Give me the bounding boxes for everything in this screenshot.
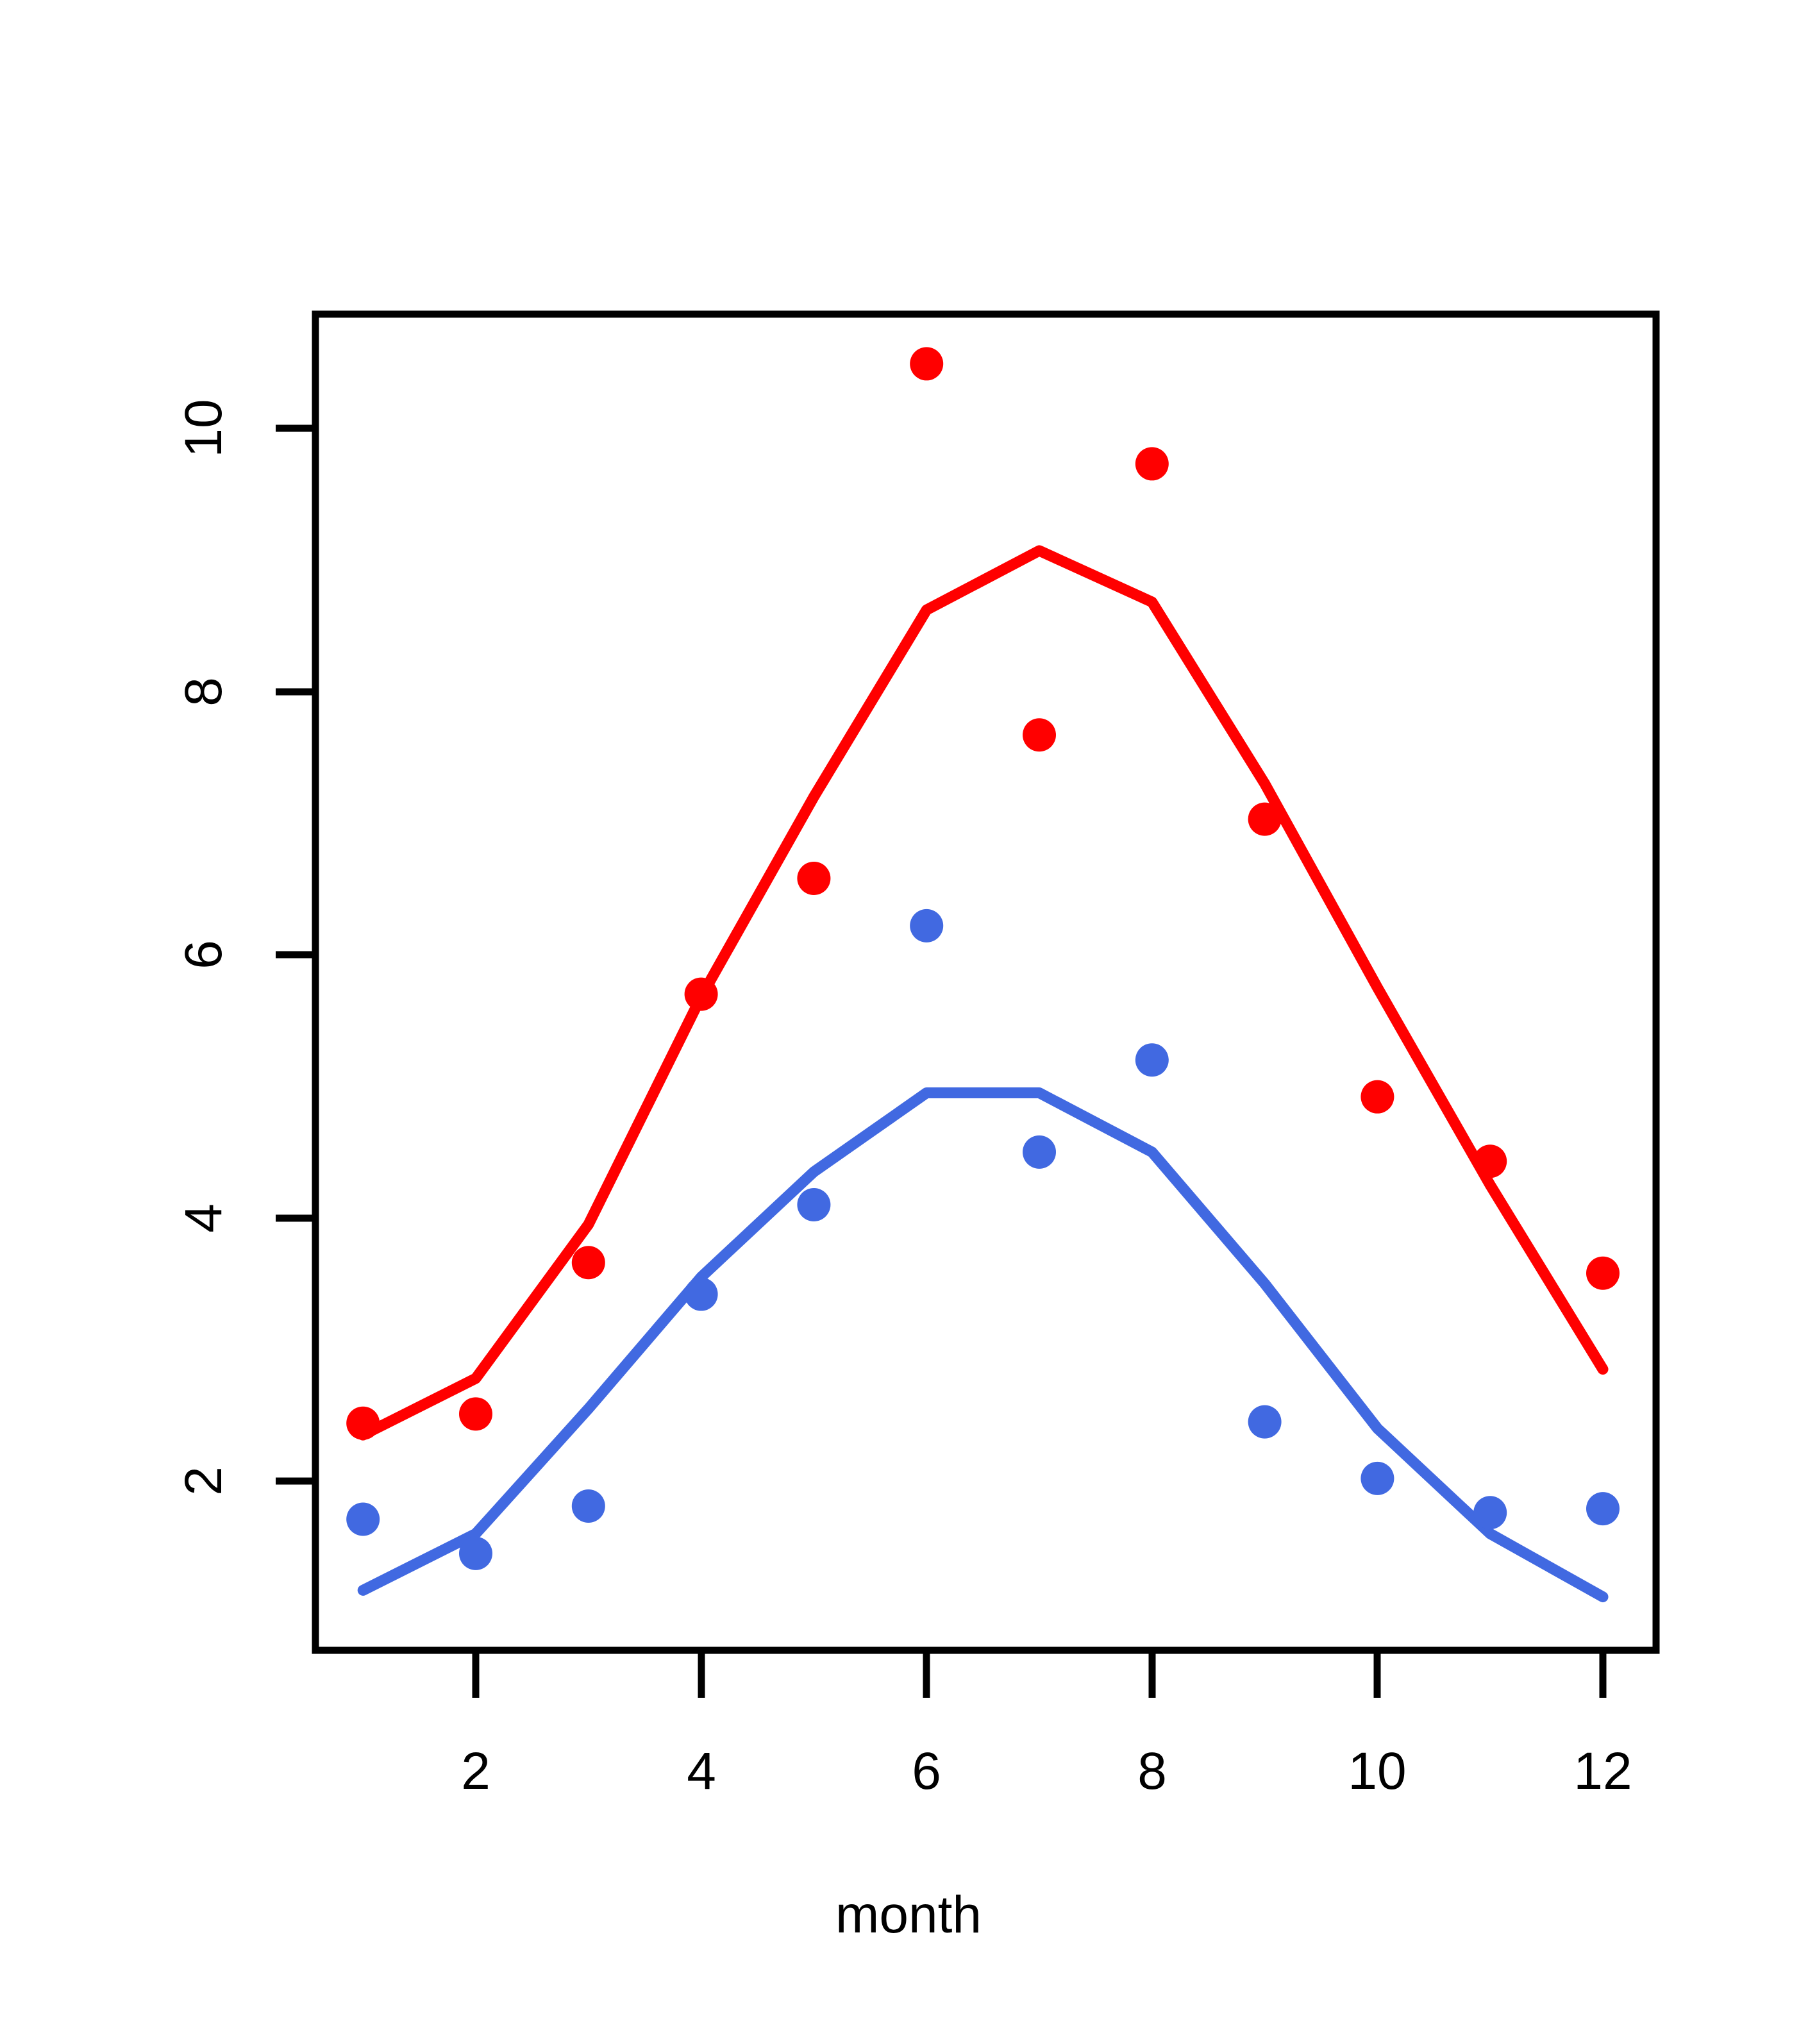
y-tick-label-4: 4 (174, 1203, 233, 1233)
x-tick-label-8: 8 (1137, 1742, 1167, 1800)
y-tick-label-6: 6 (174, 940, 233, 969)
y-axis-ticks (276, 424, 315, 1485)
y-tick-label-2: 2 (174, 1466, 233, 1496)
data-point (459, 1397, 492, 1431)
data-point (1361, 1461, 1394, 1495)
data-point (1023, 718, 1056, 752)
x-tick-label-2: 2 (461, 1742, 490, 1800)
data-point (1248, 1405, 1282, 1439)
y-axis-tick-labels: 10 8 6 4 2 (174, 399, 233, 1495)
y-tick-label-8: 8 (174, 677, 233, 707)
data-point (1361, 1080, 1394, 1114)
data-point (346, 1502, 380, 1536)
data-point (910, 909, 944, 942)
x-axis-tick-labels: 2 4 6 8 10 12 (461, 1742, 1632, 1800)
data-point (1473, 1496, 1507, 1530)
x-tick-label-6: 6 (912, 1742, 941, 1800)
data-point (571, 1489, 605, 1523)
data-point (1586, 1256, 1620, 1290)
data-point (910, 347, 944, 381)
blue-data-points (346, 909, 1620, 1570)
data-point (797, 1187, 831, 1221)
blue-line (357, 1087, 1609, 1603)
x-tick-label-12: 12 (1573, 1742, 1632, 1800)
data-point (1473, 1144, 1507, 1178)
plot-frame (312, 310, 1660, 1654)
y-tick-label-10: 10 (174, 399, 233, 457)
data-point (459, 1536, 492, 1570)
red-data-points (346, 347, 1620, 1440)
data-point (797, 861, 831, 895)
data-point (1248, 802, 1282, 836)
data-point (684, 977, 718, 1011)
x-tick-label-10: 10 (1348, 1742, 1406, 1800)
red-trend-line (357, 545, 1609, 1441)
data-point (1023, 1135, 1056, 1169)
data-point (346, 1406, 380, 1440)
x-axis-label: month (835, 1886, 982, 1944)
x-tick-label-4: 4 (687, 1742, 716, 1800)
data-point (571, 1246, 605, 1280)
x-axis-ticks (472, 1650, 1607, 1698)
data-point (1135, 447, 1169, 481)
data-point (684, 1277, 718, 1311)
red-line (357, 545, 1609, 1441)
data-point (1586, 1492, 1620, 1526)
data-point (1135, 1043, 1169, 1077)
blue-trend-line (357, 1087, 1609, 1603)
